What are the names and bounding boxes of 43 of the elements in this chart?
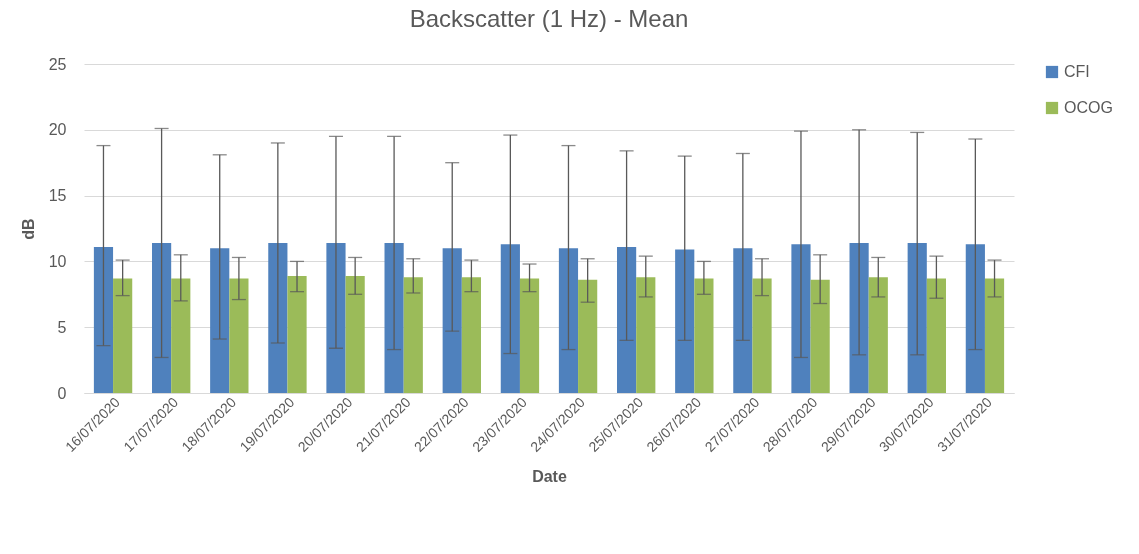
y-tick-label: 15: [48, 187, 67, 205]
bar: [810, 279, 830, 393]
bar: [578, 279, 598, 393]
y-axis-title: dB: [19, 218, 37, 240]
bar: [93, 246, 114, 393]
bar: [694, 278, 714, 393]
bar: [519, 278, 540, 393]
bar: [965, 244, 985, 393]
bar: [113, 278, 133, 393]
bar: [326, 242, 346, 393]
bar: [868, 277, 888, 393]
y-tick-label: 0: [57, 384, 67, 402]
bar: [500, 244, 520, 393]
x-axis-title: Date: [532, 467, 567, 485]
bar: [229, 278, 249, 393]
bar: [152, 242, 172, 393]
bar: [442, 248, 462, 393]
bar: [926, 278, 946, 393]
bar: [752, 278, 772, 393]
bar: [636, 277, 656, 393]
y-tick-label: 10: [48, 252, 67, 270]
bar: [287, 275, 307, 393]
bar: [675, 249, 695, 393]
bar: [558, 248, 579, 393]
bar: [849, 242, 869, 393]
y-tick-label: 25: [48, 55, 67, 73]
bar: [791, 244, 811, 393]
bar: [461, 277, 481, 393]
y-tick-label: 20: [48, 121, 67, 139]
bar: [384, 242, 404, 393]
bar: [268, 242, 288, 393]
bar: [984, 278, 1005, 393]
bar: [907, 242, 927, 393]
bar: [403, 277, 423, 393]
bar: [171, 278, 191, 393]
y-tick-label: 5: [57, 318, 67, 336]
chart-title: Backscatter (1 Hz) - Mean: [409, 5, 689, 32]
legend-label: CFI: [1064, 63, 1090, 80]
bar: [345, 275, 365, 393]
bar: [210, 248, 230, 393]
legend-label: OCOG: [1064, 99, 1113, 116]
bar: [733, 248, 753, 393]
bar: [617, 246, 637, 393]
